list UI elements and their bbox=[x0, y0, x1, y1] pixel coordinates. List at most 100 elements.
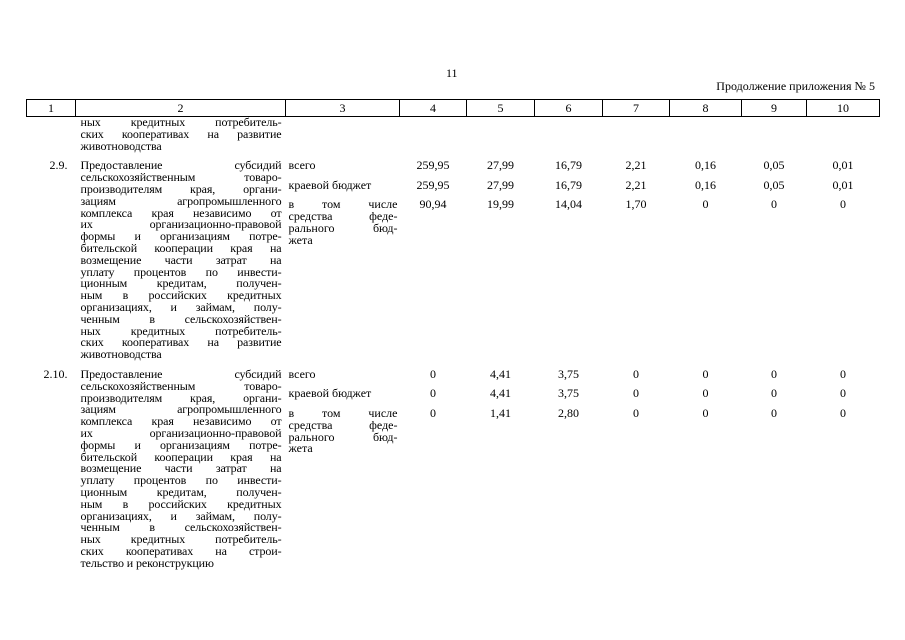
funding-source-line: в том числе bbox=[288, 197, 398, 212]
value-cell: 4,41 bbox=[490, 366, 511, 381]
funding-source-label: краевой бюджет bbox=[289, 179, 398, 200]
description-line: организациях, и займам, полу- bbox=[80, 299, 282, 314]
value-cell: 0,16 bbox=[695, 158, 716, 173]
description-line: ченным в сельскохозяйствен- bbox=[80, 311, 282, 326]
description-line: комплекса края независимо от bbox=[80, 205, 282, 220]
value-cell: 14,04 bbox=[555, 197, 582, 212]
value-cell: 0 bbox=[430, 386, 436, 401]
description-line: уплату процентов по инвести- bbox=[80, 473, 282, 488]
measure-description: ных кредитных потребитель-ских кооперати… bbox=[76, 115, 286, 153]
description-line: ным в российских кредитных bbox=[80, 288, 282, 303]
value-cell: 3,75 bbox=[558, 366, 579, 381]
funding-source-line: жета bbox=[288, 441, 313, 456]
column-header-6: 6 bbox=[534, 99, 603, 117]
value-cell: 259,95 bbox=[416, 177, 450, 192]
value-cell: 0,16 bbox=[695, 177, 716, 192]
description-line: уплату процентов по инвести- bbox=[80, 264, 282, 279]
description-line: животноводства bbox=[80, 347, 162, 362]
value-cell: 4,41 bbox=[490, 386, 511, 401]
funding-source-line: средства феде- bbox=[288, 417, 398, 432]
funding-source-line: краевой бюджет bbox=[288, 386, 372, 401]
measure-description: Предоставление субсидий сельскохозяйствен… bbox=[76, 158, 286, 362]
description-line: ным в российских кредитных bbox=[80, 496, 282, 511]
value-cell: 0,05 bbox=[763, 158, 785, 173]
description-line: их организационно-правовой bbox=[80, 217, 282, 232]
description-line: возмещение части затрат на bbox=[80, 252, 282, 267]
description-line: Предоставление субсидий bbox=[80, 158, 282, 173]
funding-source-line: рального бюд- bbox=[288, 220, 398, 235]
description-line: сельскохозяйственным товаро- bbox=[80, 378, 282, 393]
value-cell: 0 bbox=[702, 197, 709, 212]
funding-source-label: всего bbox=[288, 366, 398, 389]
value-cell: 0 bbox=[430, 405, 436, 420]
value-cell: 19,99 bbox=[487, 197, 514, 212]
description-line: бительской кооперации края на bbox=[80, 449, 282, 464]
value-cell: 16,79 bbox=[555, 158, 582, 173]
funding-source-line: рального бюд- bbox=[288, 429, 398, 444]
value-cell: 27,99 bbox=[487, 177, 514, 192]
value-cell: 1,70 bbox=[625, 197, 647, 212]
carry-over-row: ных кредитных потребитель-ских кооперати… bbox=[27, 115, 880, 153]
value-cell: 0 bbox=[702, 386, 709, 401]
column-header-7: 7 bbox=[602, 99, 670, 117]
value-cell: 0 bbox=[771, 386, 777, 401]
description-line: ских кооперативах на развитие bbox=[80, 335, 282, 350]
funding-source-line: в том числе bbox=[288, 405, 398, 420]
value-cell: 0 bbox=[771, 197, 777, 212]
description-line: ционным кредитам, получен- bbox=[80, 484, 282, 499]
description-line: бительской кооперации края на bbox=[80, 240, 282, 255]
value-cell: 0,01 bbox=[832, 177, 854, 192]
column-header-10: 10 bbox=[806, 99, 880, 117]
description-line: производителям края, органи- bbox=[80, 181, 282, 196]
value-cell: 0 bbox=[702, 405, 709, 420]
value-cell: 2,80 bbox=[558, 405, 579, 420]
description-line: формы и организациям потре- bbox=[80, 437, 282, 452]
value-cell: 27,99 bbox=[487, 158, 514, 173]
value-cell: 0 bbox=[840, 197, 846, 212]
description-line: ских кооперативах на строи- bbox=[80, 543, 282, 558]
value-cell: 16,79 bbox=[555, 177, 582, 192]
funding-source-label: всего bbox=[288, 158, 398, 180]
description-line: зациям агропромышленного bbox=[80, 193, 282, 208]
funding-source-label: краевой бюджет bbox=[289, 388, 398, 408]
row-number: 2.9. bbox=[49, 158, 68, 173]
value-cell: 0 bbox=[430, 366, 436, 381]
funding-source-line: средства феде- bbox=[288, 209, 398, 224]
column-header-5: 5 bbox=[466, 99, 535, 117]
description-line: животноводства bbox=[80, 138, 162, 153]
value-cell: 2,21 bbox=[625, 158, 647, 173]
value-cell: 259,95 bbox=[416, 158, 450, 173]
description-line: сельскохозяйственным товаро- bbox=[80, 170, 282, 185]
value-cell: 3,75 bbox=[558, 386, 579, 401]
description-line: организациях, и займам, полу- bbox=[80, 508, 282, 523]
column-header-9: 9 bbox=[741, 99, 807, 117]
value-cell: 90,94 bbox=[419, 197, 447, 212]
funding-source-line: всего bbox=[288, 158, 316, 173]
page-number: 11 bbox=[446, 66, 458, 80]
value-cell: 0 bbox=[771, 405, 777, 420]
value-cell: 0 bbox=[702, 366, 709, 381]
row-number: 2.10. bbox=[43, 366, 68, 381]
table-row: 2.10. Предоставление субсидий сельскохозяй… bbox=[27, 366, 880, 570]
funding-source-label: в том числе средства феде-рального бюд-же… bbox=[288, 197, 398, 246]
value-cell: 2,21 bbox=[625, 177, 647, 192]
description-line: Предоставление субсидий bbox=[80, 366, 282, 381]
value-cell: 0 bbox=[840, 386, 846, 401]
column-header-3: 3 bbox=[285, 99, 400, 117]
description-line: производителям края, органи- bbox=[80, 390, 282, 405]
description-line: возмещение части затрат на bbox=[80, 461, 282, 476]
funding-source-line: всего bbox=[288, 366, 316, 381]
table-row: 2.9. Предоставление субсидий сельскохозяйс… bbox=[27, 158, 880, 362]
description-line: формы и организациям потре- bbox=[80, 229, 282, 244]
description-line: ных кредитных потребитель- bbox=[80, 115, 282, 129]
budget-table: 1 2 3 4 5 6 7 8 9 10 ных кредитных потребитель-ск… bbox=[26, 99, 880, 569]
column-header-2: 2 bbox=[75, 99, 286, 117]
description-line: зациям агропромышленного bbox=[80, 402, 282, 417]
value-cell: 0 bbox=[633, 386, 639, 401]
description-line: комплекса края независимо от bbox=[80, 414, 282, 429]
description-line: ционным кредитам, получен- bbox=[80, 276, 282, 291]
description-line: ных кредитных потребитель- bbox=[80, 323, 282, 338]
table-header-row: 1 2 3 4 5 6 7 8 9 10 bbox=[26, 99, 880, 117]
value-cell: 1,41 bbox=[490, 405, 511, 420]
funding-source-label: в том числе средства феде-рального бюд-же… bbox=[288, 405, 398, 456]
